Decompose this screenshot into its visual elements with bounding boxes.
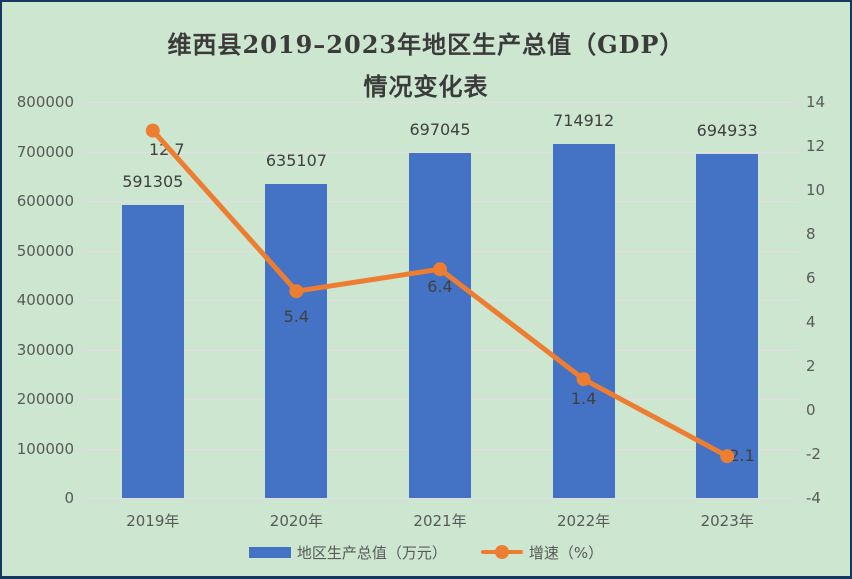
bar-value-label: 697045 [409,120,471,139]
y-axis-left-tick-mark [76,448,85,450]
gdp-bar-2019年[interactable] [121,205,184,498]
x-axis-label-2020年: 2020年 [269,512,323,530]
y-axis-left-tick-mark [76,300,85,301]
y-axis-right-tick-label: 10 [806,181,826,199]
y-axis-left-tick-mark [76,399,85,400]
y-axis-left-tick-label: 200000 [16,390,74,408]
gdp-bar-2022年[interactable] [552,144,615,498]
growth-value-label: 12.7 [148,139,185,159]
chart-legend: 地区生产总值（万元） 增速（%） [2,540,850,564]
y-axis-left-tick-mark [76,102,85,103]
y-axis-right-tick-label: 0 [806,401,816,419]
y-axis-left-tick-mark [76,250,85,252]
y-axis-right-tick-label: 14 [806,93,826,111]
gridline [81,102,799,103]
x-axis-label-2019年: 2019年 [126,512,180,530]
y-axis-left-tick-label: 300000 [16,340,74,359]
legend-item-gdp[interactable]: 地区生产总值（万元） [248,542,447,563]
y-axis-left-tick-label: 100000 [16,439,74,458]
chart-title-line1: 维西县2019–2023年地区生产总值（GDP） [167,30,685,59]
growth-line-marker-2019年[interactable] [145,123,160,138]
growth-value-label: 6.4 [427,277,453,297]
chart-title: 维西县2019–2023年地区生产总值（GDP） 情况变化表 [2,24,850,108]
bar-value-label: 714912 [553,111,615,131]
y-axis-right-tick-label: 6 [806,269,816,287]
growth-value-label: 1.4 [570,389,597,409]
y-axis-right-tick-label: -2 [806,445,821,463]
gdp-bar-2021年[interactable] [409,153,471,498]
bar-value-label: 694933 [696,121,758,140]
y-axis-right-tick-label: 8 [806,225,816,243]
bar-value-label: 591305 [122,172,184,192]
legend-gdp-label: 地区生产总值（万元） [296,543,447,562]
legend-bar-swatch-icon [248,546,291,558]
y-axis-right-tick-label: 4 [806,313,816,331]
y-axis-left-tick-label: 0 [64,489,74,507]
legend-item-growth[interactable]: 增速（%） [480,542,604,563]
bar-value-label: 635107 [265,150,327,170]
y-axis-right-tick-mark [795,278,804,279]
y-axis-right-tick-mark [795,190,804,191]
y-axis-left-tick-label: 800000 [16,93,74,111]
growth-value-label: 5.4 [283,307,310,327]
y-axis-left-tick-label: 400000 [16,291,74,309]
y-axis-left-tick-mark [76,201,85,202]
y-axis-right-tick-label: 12 [806,137,826,155]
y-axis-right-tick-mark [795,234,804,235]
growth-value-label: -2.1 [723,446,755,466]
x-axis-label-2021年: 2021年 [413,512,467,530]
y-axis-right-tick-mark [795,498,804,499]
y-axis-right-tick-mark [795,146,804,147]
legend-line-marker-swatch-icon [480,545,523,559]
x-axis-label-2023年: 2023年 [700,512,754,530]
gdp-bar-2020年[interactable] [265,183,328,498]
y-axis-right-tick-mark [795,366,804,367]
y-axis-left-tick-mark [76,151,85,153]
y-axis-right-tick-mark [795,410,804,411]
chart-title-line2: 情况变化表 [363,72,489,101]
y-axis-left-tick-label: 700000 [16,142,74,161]
x-axis-label-2022年: 2022年 [557,512,611,530]
y-axis-right-tick-mark [795,102,804,103]
y-axis-left-tick-mark [76,498,85,499]
y-axis-right-tick-label: -4 [806,489,821,507]
y-axis-right-tick-mark [795,322,804,323]
y-axis-left-tick-label: 500000 [16,241,74,260]
y-axis-left-tick-mark [76,349,85,351]
y-axis-right-tick-label: 2 [806,357,816,375]
legend-growth-label: 增速（%） [528,543,604,562]
gridline [81,498,799,499]
y-axis-right-tick-mark [795,454,804,455]
y-axis-left-tick-label: 600000 [16,192,74,210]
